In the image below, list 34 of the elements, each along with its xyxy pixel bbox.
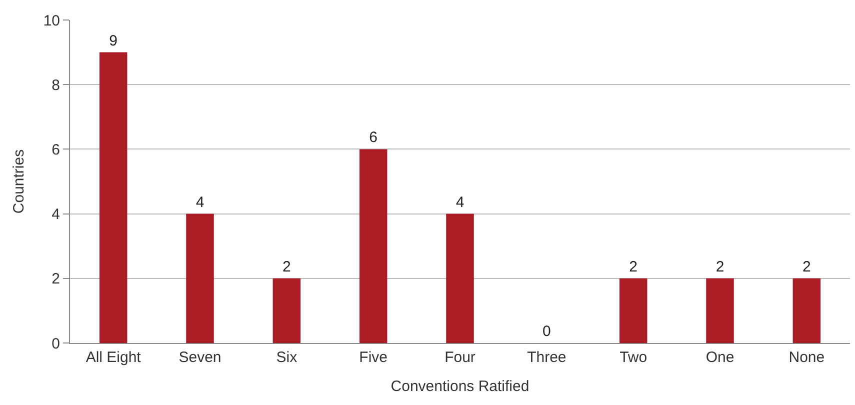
x-tick-label: Six <box>276 349 298 366</box>
x-tick-label: All Eight <box>86 349 142 366</box>
data-label: 2 <box>282 258 291 276</box>
data-label: 4 <box>196 194 204 211</box>
data-label: 4 <box>456 194 464 211</box>
data-label: 9 <box>109 32 118 50</box>
y-tick-label: 4 <box>52 206 60 224</box>
bar <box>99 52 128 343</box>
x-tick-label: Four <box>444 349 476 366</box>
x-tick-label: Three <box>527 349 566 366</box>
bar <box>706 278 734 343</box>
x-tick-label: None <box>788 349 825 366</box>
bar <box>619 278 648 343</box>
x-tick-label: Five <box>359 349 388 366</box>
data-label: 0 <box>542 323 551 340</box>
x-tick-label: One <box>706 349 734 366</box>
y-tick-label: 6 <box>52 141 60 158</box>
y-tick-label: 2 <box>52 270 60 288</box>
data-label: 2 <box>629 258 638 276</box>
x-axis-title: Conventions Ratified <box>390 378 530 395</box>
data-label: 6 <box>369 129 378 146</box>
bar <box>359 149 388 343</box>
y-tick-label: 0 <box>52 335 60 352</box>
y-tick-label: 8 <box>52 76 60 94</box>
bar <box>272 278 301 343</box>
data-label: 2 <box>802 258 811 276</box>
bar <box>186 214 214 343</box>
x-tick-label: Seven <box>178 349 222 366</box>
bar <box>792 278 821 343</box>
x-tick-label: Two <box>620 349 648 366</box>
bar <box>446 214 474 343</box>
data-label: 2 <box>716 258 724 276</box>
y-axis-title: Countries <box>10 149 28 214</box>
y-tick-label: 10 <box>43 12 60 30</box>
